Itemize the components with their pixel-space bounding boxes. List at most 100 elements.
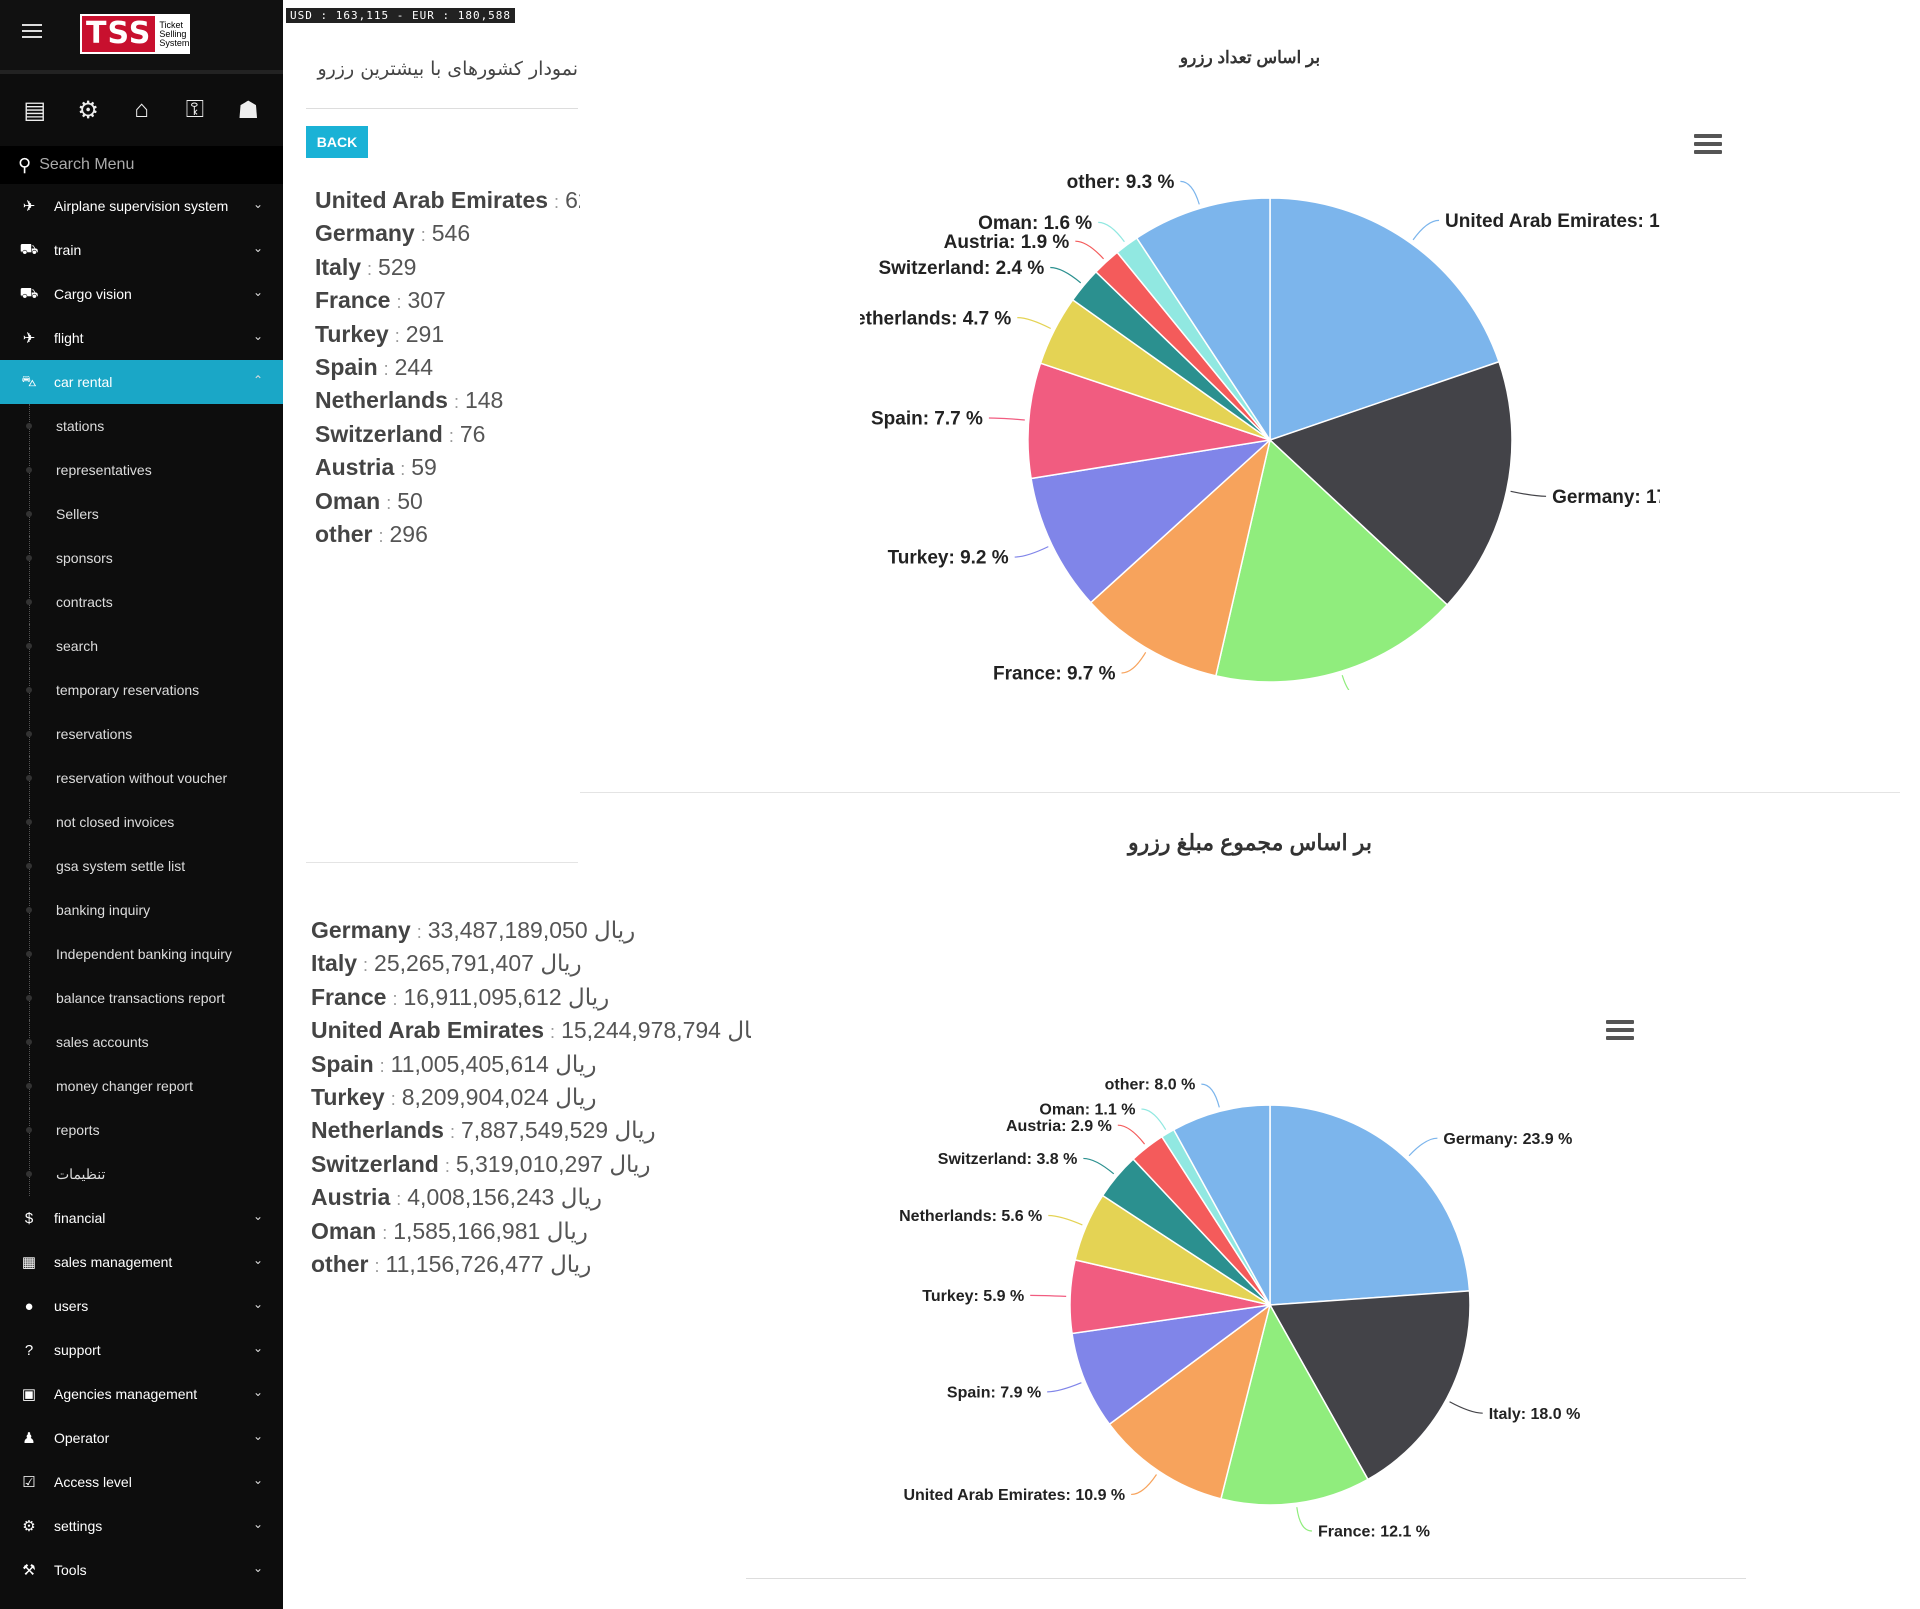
sidebar-item-flight[interactable]: ✈ flight ⌄: [0, 316, 283, 360]
pie-slice-italy[interactable]: [1268, 1290, 1471, 1481]
separator: :: [444, 1155, 450, 1176]
user-secret-icon[interactable]: ☗: [237, 96, 259, 124]
pie-slice-other[interactable]: [1135, 197, 1271, 443]
data-label: Oman: 1.1 %: [1039, 1102, 1135, 1119]
sidebar-item-support[interactable]: ? support ⌄: [0, 1328, 283, 1372]
separator: :: [453, 392, 459, 413]
chart-menu-icon[interactable]: [1606, 1020, 1634, 1042]
agency-icon: ▣: [21, 1386, 37, 1403]
label-connector: [1017, 317, 1051, 330]
data-label: Switzerland: 3.8 %: [938, 1151, 1078, 1168]
separator: :: [550, 1022, 556, 1043]
pie-slice-spain[interactable]: [1027, 362, 1271, 480]
data-label: Italy: 18.0 %: [1489, 1406, 1581, 1423]
chevron-down-icon: ⌄: [252, 1517, 263, 1531]
country-name: Oman: [315, 487, 381, 514]
sidebar-item-tools[interactable]: ⚒ Tools ⌄: [0, 1548, 283, 1592]
separator: :: [554, 192, 560, 212]
flight-icon: ✈: [22, 330, 36, 347]
sidebar-item-operator[interactable]: ♟ Operator ⌄: [0, 1416, 283, 1460]
pie-slice-turkey[interactable]: [1030, 438, 1273, 604]
separator: :: [379, 1055, 385, 1076]
data-label: other: 8.0 %: [1105, 1077, 1196, 1094]
list-item: Turkey:291: [315, 318, 580, 351]
pie-slice-united-arab-emirates[interactable]: [1269, 197, 1500, 442]
list-item: Germany:546: [315, 217, 580, 250]
pie-slice-united-arab-emirates[interactable]: [1108, 1303, 1272, 1500]
sidebar-item-train[interactable]: ⛟ train ⌄: [0, 228, 283, 272]
country-name: Germany: [311, 917, 411, 943]
label-connector: [1117, 1124, 1146, 1145]
sidebar-subitem[interactable]: reservation without voucher: [0, 756, 283, 800]
sidebar-subitem[interactable]: search: [0, 624, 283, 668]
sidebar-item-sales-management[interactable]: ▦ sales management ⌄: [0, 1240, 283, 1284]
pie-slice-france[interactable]: [1089, 437, 1272, 677]
sidebar-subitem[interactable]: contracts: [0, 580, 283, 624]
sidebar-item-label: users: [54, 1298, 89, 1314]
sidebar-item-car-rental[interactable]: ⛍ car rental ⌃: [0, 360, 283, 404]
country-value: 25,265,791,407 ریال: [374, 950, 582, 977]
list-item: other:11,156,726,477 ریال: [311, 1248, 751, 1281]
sidebar-subitem[interactable]: تنظیمات: [0, 1152, 283, 1196]
country-name: France: [315, 287, 391, 314]
home-icon[interactable]: ⌂: [134, 96, 149, 123]
sidebar-item-agencies-management[interactable]: ▣ Agencies management ⌄: [0, 1372, 283, 1416]
key-icon[interactable]: ⚿: [185, 96, 204, 123]
logo-sub-line: System: [159, 37, 190, 48]
pie-slice-germany[interactable]: [1269, 1104, 1471, 1306]
back-button[interactable]: BACK: [306, 126, 368, 158]
hamburger-menu-icon[interactable]: [22, 24, 42, 40]
list-item: Oman:1,585,166,981 ریال: [311, 1215, 751, 1248]
sidebar-subitem[interactable]: reservations: [0, 712, 283, 756]
country-name: Italy: [315, 253, 362, 280]
country-value: 76: [459, 420, 486, 447]
pie-slice-spain[interactable]: [1071, 1304, 1271, 1426]
pie-slice-germany[interactable]: [1268, 360, 1513, 606]
sidebar-subitem[interactable]: balance transactions report: [0, 976, 283, 1020]
sidebar-subitem[interactable]: not closed invoices: [0, 800, 283, 844]
search-menu[interactable]: ⚲ Search Menu: [0, 146, 283, 184]
sidebar-subitem[interactable]: banking inquiry: [0, 888, 283, 932]
divider: [306, 862, 578, 863]
sidebar-item-settings[interactable]: ⚙ settings ⌄: [0, 1504, 283, 1548]
sidebar-item-users[interactable]: ● users ⌄: [0, 1284, 283, 1328]
sidebar-item-financial[interactable]: $ financial ⌄: [0, 1196, 283, 1240]
separator: :: [449, 1122, 455, 1143]
sidebar-subitem[interactable]: Sellers: [0, 492, 283, 536]
chart-menu-icon[interactable]: [1694, 134, 1722, 156]
data-label: Germany: 23.9 %: [1443, 1131, 1572, 1148]
pie-slice-other[interactable]: [1172, 1104, 1271, 1306]
country-name: Germany: [315, 220, 415, 247]
sidebar-subitem[interactable]: stations: [0, 404, 283, 448]
pie-slice-italy[interactable]: [1214, 438, 1449, 683]
country-value: 4,008,156,243 ریال: [407, 1184, 602, 1211]
gear-icon[interactable]: ⚙: [77, 96, 99, 124]
chevron-down-icon: ⌄: [252, 197, 263, 211]
sidebar-item-label: support: [54, 1342, 101, 1358]
country-name: Spain: [311, 1050, 374, 1077]
briefcase-icon[interactable]: ▤: [23, 96, 47, 124]
dollar-icon: $: [24, 1209, 34, 1227]
sidebar-subitem[interactable]: sales accounts: [0, 1020, 283, 1064]
sidebar-subitem[interactable]: representatives: [0, 448, 283, 492]
country-value: 33,487,189,050 ریال: [427, 917, 636, 943]
label-connector: [1408, 1137, 1438, 1157]
sidebar-subitem[interactable]: gsa system settle list: [0, 844, 283, 888]
user-icon: ●: [24, 1297, 34, 1315]
sidebar-item-airplane-supervision-system[interactable]: ✈ Airplane supervision system ⌄: [0, 184, 283, 228]
sidebar-item-access-level[interactable]: ☑ Access level ⌄: [0, 1460, 283, 1504]
sidebar-subitem[interactable]: temporary reservations: [0, 668, 283, 712]
list-item: Italy:25,265,791,407 ریال: [311, 947, 751, 980]
logo[interactable]: TSS Ticket Selling System: [80, 14, 190, 54]
sidebar-subitem[interactable]: money changer report: [0, 1064, 283, 1108]
separator: :: [448, 425, 454, 446]
sidebar-item-cargo-vision[interactable]: ⛟ Cargo vision ⌄: [0, 272, 283, 316]
country-value: 11,005,405,614 ریال: [390, 1050, 597, 1077]
sidebar-subitem[interactable]: Independent banking inquiry: [0, 932, 283, 976]
separator: :: [400, 459, 406, 480]
sidebar-subitem[interactable]: sponsors: [0, 536, 283, 580]
sidebar-subitem[interactable]: reports: [0, 1108, 283, 1152]
list-item: United Arab Emirates:627: [315, 184, 580, 217]
chart-title-amount: بر اساس مجموع مبلغ رزرو: [1128, 830, 1372, 855]
